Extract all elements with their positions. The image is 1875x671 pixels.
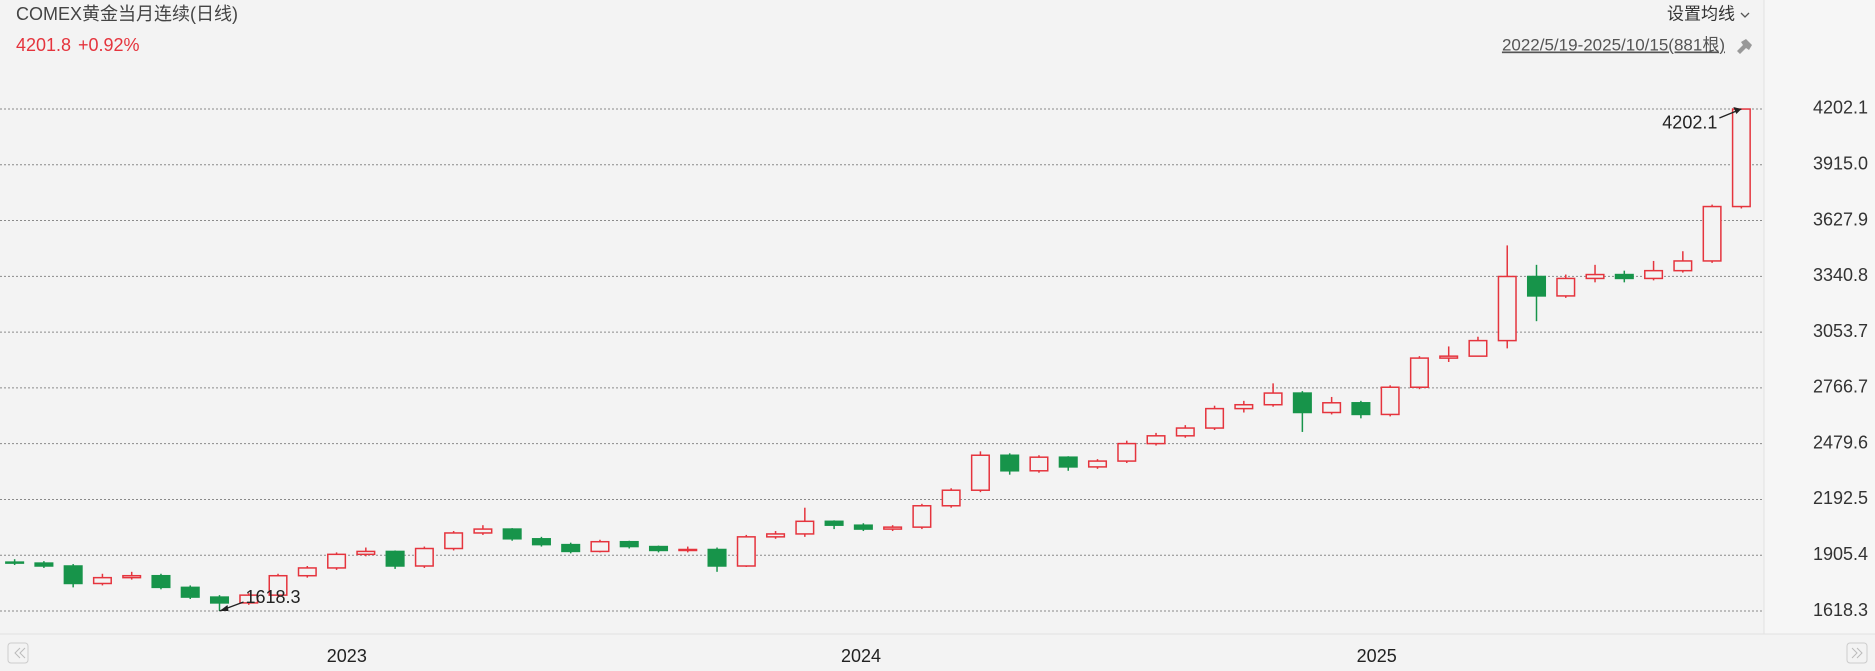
candle-body <box>151 574 171 589</box>
candle-body <box>1029 456 1049 472</box>
min-annotation: 1618.3 <box>246 587 301 607</box>
y-tick-label: 4202.1 <box>1813 98 1868 118</box>
max-annotation: 4202.1 <box>1662 113 1717 133</box>
price: 4201.8 <box>16 35 71 55</box>
ma-setting[interactable]: 设置均线 <box>1667 4 1735 23</box>
candle-body <box>327 553 347 569</box>
candle-body <box>1731 108 1751 208</box>
candle-body <box>209 596 230 604</box>
candle-body <box>648 545 669 552</box>
candle-body <box>883 526 903 530</box>
candle-body <box>912 505 932 528</box>
candle-body <box>1322 402 1342 414</box>
candle-body <box>853 524 873 530</box>
candle-body <box>1205 407 1225 429</box>
candle-body <box>268 574 288 596</box>
candle-body <box>473 528 493 534</box>
date-range[interactable]: 2022/5/19-2025/10/15(881根) <box>1502 35 1725 54</box>
y-tick-label: 1618.3 <box>1813 600 1868 620</box>
candle-body <box>122 574 142 579</box>
candle-body <box>1585 273 1605 280</box>
y-axis-panel <box>1764 0 1875 634</box>
x-tick-label: 2023 <box>327 646 367 666</box>
candle-body <box>63 565 83 585</box>
chart-title: COMEX黄金当月连续(日线) <box>16 4 238 24</box>
y-tick-label: 3340.8 <box>1813 265 1868 285</box>
candle-body <box>1292 392 1312 414</box>
scroll-right-icon[interactable] <box>1851 647 1863 659</box>
candle-body <box>356 550 376 556</box>
candle-body <box>1058 456 1078 468</box>
candle-body <box>824 520 844 526</box>
dropdown-icon[interactable] <box>1740 12 1750 18</box>
y-tick-label: 2479.6 <box>1813 432 1868 452</box>
candle-body <box>239 594 259 604</box>
y-tick-label: 2766.7 <box>1813 377 1868 397</box>
candle-body <box>1644 269 1664 280</box>
candle-body <box>1497 275 1517 342</box>
candle-body <box>1439 355 1459 359</box>
scroll-left[interactable] <box>7 642 29 664</box>
pin-icon[interactable] <box>1737 39 1752 54</box>
candle-body <box>1702 205 1722 262</box>
candle-body <box>766 533 786 538</box>
candle-body <box>678 548 698 552</box>
candle-body <box>1380 386 1400 416</box>
candle-body <box>736 536 756 567</box>
change: +0.92% <box>78 35 140 55</box>
candle-body <box>180 586 200 598</box>
candle-body <box>1234 403 1254 410</box>
candle-body <box>1000 454 1020 472</box>
candle-body <box>1263 392 1283 406</box>
candle-body <box>1175 427 1195 437</box>
y-tick-label: 1905.4 <box>1813 544 1868 564</box>
candle-body <box>414 547 434 567</box>
candle-body <box>1673 260 1693 272</box>
y-tick-label: 3627.9 <box>1813 209 1868 229</box>
candle-body <box>34 562 54 567</box>
y-tick-label: 3053.7 <box>1813 321 1868 341</box>
scroll-right[interactable] <box>1846 642 1868 664</box>
candle-body <box>1409 357 1429 388</box>
candle-body <box>1614 273 1634 280</box>
candle-body <box>531 538 551 546</box>
candle-body <box>707 548 727 567</box>
annotation-arrowhead <box>1733 106 1742 114</box>
candle-body <box>1556 277 1576 297</box>
candle-body <box>1526 275 1547 297</box>
y-tick-label: 3915.0 <box>1813 154 1868 174</box>
x-tick-label: 2024 <box>841 646 881 666</box>
candle-body <box>444 532 464 550</box>
candle-body <box>1146 435 1166 445</box>
candle-body <box>970 454 990 491</box>
candle-body <box>590 540 610 553</box>
candle-body <box>795 520 815 535</box>
candle-body <box>1468 339 1488 357</box>
annotation-arrowhead <box>219 605 229 612</box>
candle-body <box>1351 402 1371 416</box>
candle-body <box>619 540 639 548</box>
candle-body <box>297 567 317 577</box>
candle-body <box>941 489 961 507</box>
candle-body <box>561 543 581 553</box>
candle-body <box>1117 442 1137 462</box>
candle-body <box>92 576 112 585</box>
candle-body <box>1087 460 1108 468</box>
candle-body <box>5 561 25 564</box>
scroll-left-icon[interactable] <box>14 647 26 659</box>
x-tick-label: 2025 <box>1357 646 1397 666</box>
candle-body <box>385 550 405 567</box>
y-tick-label: 2192.5 <box>1813 488 1868 508</box>
candle-body <box>502 528 522 540</box>
